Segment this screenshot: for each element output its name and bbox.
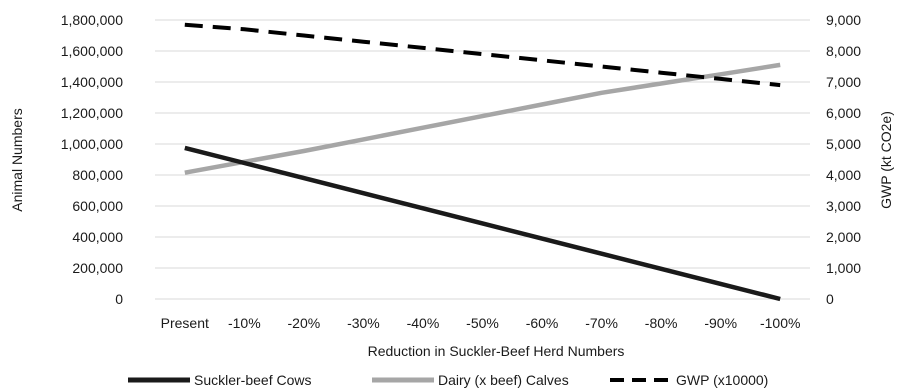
left-axis-ticks: 0 200,000 400,000 600,000 800,000 1,000,000 1,…	[61, 12, 124, 307]
y-tick-label: 1,000,000	[61, 136, 123, 152]
x-tick-label: -20%	[288, 315, 321, 331]
y-tick-label: 0	[115, 291, 123, 307]
y-tick-label: 600,000	[72, 198, 123, 214]
legend-label: GWP (x10000)	[676, 372, 768, 388]
y-tick-label: 400,000	[72, 229, 123, 245]
x-tick-label: -50%	[466, 315, 499, 331]
series-lines	[184, 22, 781, 302]
y-tick-label: 200,000	[72, 260, 123, 276]
series-line	[184, 145, 781, 302]
x-tick-label: -80%	[645, 315, 678, 331]
series-line	[184, 62, 781, 175]
x-axis-title: Reduction in Suckler-Beef Herd Numbers	[368, 343, 625, 359]
y2-tick-label: 0	[826, 291, 834, 307]
y2-tick-label: 7,000	[826, 74, 861, 90]
y2-tick-label: 5,000	[826, 136, 861, 152]
x-tick-label: Present	[161, 315, 209, 331]
legend: Suckler-beef Cows Dairy (x beef) Calves GW…	[128, 372, 768, 388]
x-tick-label: -100%	[760, 315, 800, 331]
y-tick-label: 1,400,000	[61, 74, 123, 90]
y2-tick-label: 1,000	[826, 260, 861, 276]
y2-tick-label: 8,000	[826, 43, 861, 59]
x-tick-label: -40%	[407, 315, 440, 331]
right-axis-ticks: 0 1,000 2,000 3,000 4,000 5,000 6,000 7,000 8,00…	[826, 12, 861, 307]
y2-tick-label: 4,000	[826, 167, 861, 183]
y-tick-label: 800,000	[72, 167, 123, 183]
legend-label: Dairy (x beef) Calves	[438, 372, 569, 388]
x-axis-ticks: Present -10% -20% -30% -40% -50% -60% -70% -80% -…	[161, 315, 801, 331]
y-axis-title: Animal Numbers	[9, 108, 25, 211]
y2-tick-label: 6,000	[826, 105, 861, 121]
legend-label: Suckler-beef Cows	[194, 372, 312, 388]
x-tick-label: -10%	[228, 315, 261, 331]
x-tick-label: -60%	[526, 315, 559, 331]
gridlines	[155, 19, 810, 300]
y2-tick-label: 3,000	[826, 198, 861, 214]
series-line	[184, 22, 781, 88]
y2-axis-title: GWP (kt CO2e)	[878, 111, 894, 209]
y2-tick-label: 2,000	[826, 229, 861, 245]
x-tick-label: -90%	[704, 315, 737, 331]
x-tick-label: -30%	[347, 315, 380, 331]
y-tick-label: 1,200,000	[61, 105, 123, 121]
x-tick-label: -70%	[585, 315, 618, 331]
y2-tick-label: 9,000	[826, 12, 861, 28]
y-tick-label: 1,600,000	[61, 43, 123, 59]
y-tick-label: 1,800,000	[61, 12, 123, 28]
